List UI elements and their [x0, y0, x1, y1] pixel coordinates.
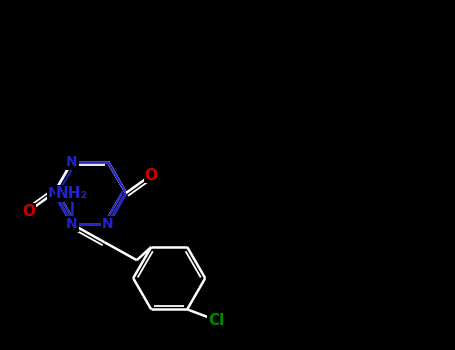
Text: N: N	[66, 155, 78, 169]
Text: O: O	[22, 203, 35, 218]
Text: O: O	[145, 168, 158, 182]
Text: Cl: Cl	[208, 313, 224, 328]
Text: N: N	[66, 217, 78, 231]
Text: N: N	[48, 186, 60, 200]
Text: N: N	[102, 217, 114, 231]
Text: NH₂: NH₂	[56, 186, 88, 201]
